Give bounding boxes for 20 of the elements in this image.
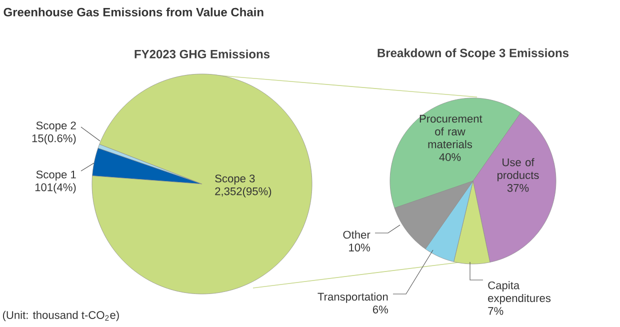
chart-title: FY2023 GHG Emissions bbox=[134, 50, 270, 58]
data-label: 2,352(95%) bbox=[215, 187, 272, 198]
slice-label: Transportation bbox=[318, 292, 388, 303]
slice-label: Scope 3 bbox=[215, 174, 255, 185]
data-label: 101(4%) bbox=[35, 183, 76, 194]
data-label: 15(0.6%) bbox=[32, 134, 76, 144]
text: Greenhouse Gas Emissions from Value Chain bbox=[4, 8, 264, 16]
data-label: 6% bbox=[372, 306, 388, 314]
data-label: 40% bbox=[439, 153, 461, 162]
slice-label: Scope 2 bbox=[36, 122, 76, 132]
data-label: 7% bbox=[488, 307, 504, 315]
data-label: 37% bbox=[507, 184, 529, 192]
slice-label: Use of products bbox=[497, 158, 539, 182]
text: (Unit: thousand t-CO$_{2}$e) bbox=[2, 310, 119, 322]
chart-title: Breakdown of Scope 3 Emissions bbox=[378, 48, 569, 60]
slice-label: Capita expenditures bbox=[488, 281, 551, 304]
slice-label: Scope 1 bbox=[36, 170, 76, 181]
slice-label: Procurement of raw materials bbox=[420, 114, 482, 148]
data-label: 10% bbox=[349, 244, 370, 252]
slice-label: Other bbox=[343, 230, 370, 239]
